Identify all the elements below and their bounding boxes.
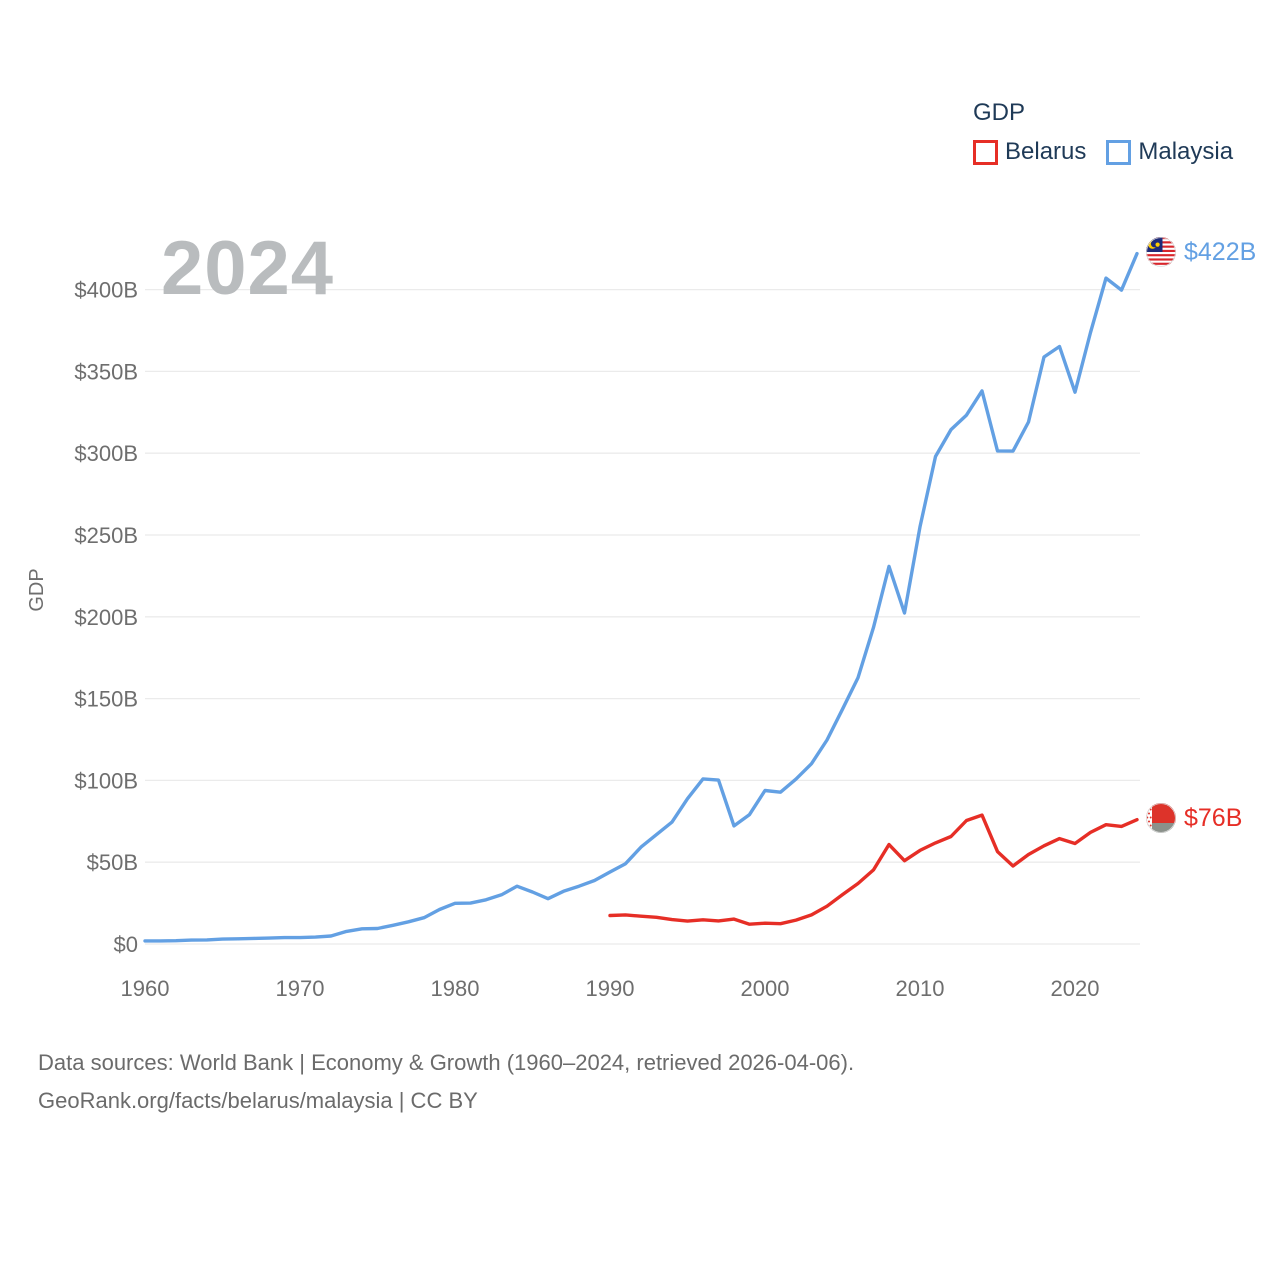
y-tick-label: $250B <box>74 523 138 548</box>
malaysia-flag-icon <box>1146 237 1176 267</box>
belarus-end-value: $76B <box>1184 803 1243 832</box>
footer-attribution-line: GeoRank.org/facts/belarus/malaysia | CC … <box>38 1088 478 1113</box>
x-tick-label: 1980 <box>431 976 480 1001</box>
y-tick-label: $400B <box>74 278 138 303</box>
legend-title: GDP <box>973 99 1026 126</box>
y-tick-label: $350B <box>74 359 138 384</box>
belarus-end-label: $76B <box>1146 803 1242 833</box>
y-tick-label: $150B <box>74 687 138 712</box>
legend-label-malaysia: Malaysia <box>1138 138 1234 165</box>
y-tick-label: $200B <box>74 605 138 630</box>
x-tick-label: 1960 <box>121 976 170 1001</box>
legend-label-belarus: Belarus <box>1005 138 1087 165</box>
legend-row: Belarus Malaysia <box>973 138 1233 166</box>
legend-item-belarus[interactable]: Belarus <box>973 138 1086 166</box>
legend-swatch-malaysia[interactable] <box>1106 139 1132 165</box>
legend: GDP Belarus Malaysia <box>973 99 1233 166</box>
y-tick-label: $0 <box>114 932 138 957</box>
x-tick-label: 2010 <box>896 976 945 1001</box>
malaysia-end-value: $422B <box>1184 237 1257 266</box>
belarus-flag-icon <box>1146 803 1176 833</box>
malaysia-end-label: $422B <box>1146 237 1256 267</box>
series-line-belarus <box>608 813 1139 926</box>
year-watermark: 2024 <box>161 226 335 311</box>
y-axis-title: GDP <box>26 568 48 612</box>
footer-sources-line: Data sources: World Bank | Economy & Gro… <box>38 1050 855 1075</box>
x-tick-label: 1970 <box>276 976 325 1001</box>
x-tick-label: 1990 <box>586 976 635 1001</box>
y-tick-label: $100B <box>74 768 138 793</box>
legend-swatch-belarus[interactable] <box>973 139 998 165</box>
x-tick-label: 2020 <box>1051 976 1100 1001</box>
y-tick-label: $50B <box>87 850 138 875</box>
gdp-line-chart: $0 $50B $100B $150B $200B $250B $300B $350B $400… <box>74 251 1140 1001</box>
y-tick-label: $300B <box>74 441 138 466</box>
footer: Data sources: World Bank | Economy & Gro… <box>38 1044 854 1120</box>
legend-item-malaysia[interactable]: Malaysia <box>1106 138 1233 166</box>
series-line-malaysia <box>143 251 1139 943</box>
x-tick-label: 2000 <box>741 976 790 1001</box>
